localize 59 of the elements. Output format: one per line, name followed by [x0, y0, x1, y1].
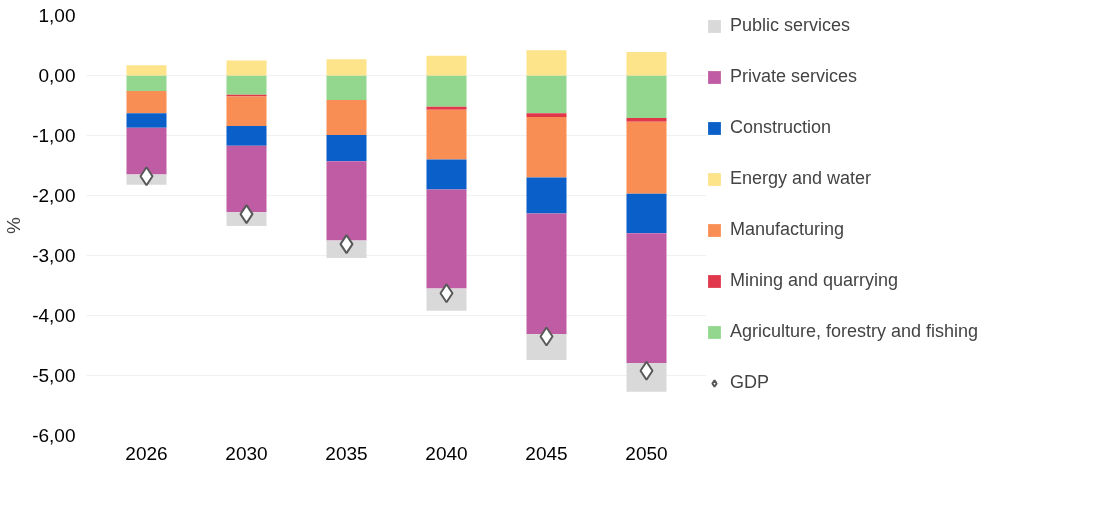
- bar: [226, 125, 267, 146]
- bar: [426, 189, 467, 289]
- x-tick-label: 2035: [325, 442, 368, 464]
- bar: [526, 116, 567, 178]
- bar: [626, 118, 667, 122]
- bar: [226, 60, 267, 76]
- bar: [526, 75, 567, 114]
- bar: [426, 55, 467, 76]
- bar: [326, 161, 367, 241]
- y-tick-label: -5,00: [32, 365, 76, 386]
- bar: [326, 59, 367, 76]
- bar: [126, 65, 167, 76]
- bar: [626, 233, 667, 363]
- bar: [626, 121, 667, 194]
- bar: [626, 75, 667, 119]
- legend-label: GDP: [730, 372, 770, 393]
- y-tick-label: -1,00: [32, 125, 76, 146]
- bar: [126, 127, 167, 175]
- bar: [326, 134, 367, 162]
- bar: [126, 91, 167, 114]
- legend-label: Manufacturing: [730, 219, 845, 240]
- x-tick-label: 2045: [525, 442, 568, 464]
- point: [339, 234, 354, 255]
- y-axis-title: %: [3, 216, 25, 234]
- legend-label: Agriculture, forestry and fishing: [730, 321, 979, 342]
- x-tick-label: 2050: [625, 442, 668, 464]
- y-tick-label: -3,00: [32, 245, 76, 266]
- bar: [426, 106, 467, 110]
- y-tick-label: -6,00: [32, 425, 76, 446]
- bar: [526, 213, 567, 335]
- bar: [326, 100, 367, 135]
- x-tick-label: 2040: [425, 442, 468, 464]
- legend-label: Private services: [730, 66, 858, 87]
- x-tick-label: 2026: [125, 442, 168, 464]
- bar: [426, 109, 467, 160]
- point: [239, 204, 254, 225]
- y-tick-label: -4,00: [32, 305, 76, 326]
- bar: [426, 75, 467, 107]
- bar: [626, 52, 667, 76]
- point: [139, 166, 154, 187]
- bar: [226, 75, 267, 95]
- bar: [526, 113, 567, 117]
- x-tick-label: 2030: [225, 442, 268, 464]
- bar: [126, 113, 167, 128]
- bar: [326, 75, 367, 101]
- bar: [626, 193, 667, 234]
- bar: [126, 75, 167, 92]
- y-tick-label: 0,00: [38, 65, 76, 86]
- bar: [526, 50, 567, 76]
- bar: [226, 145, 267, 213]
- legend-label: Public services: [730, 15, 851, 36]
- legend-label: Construction: [730, 117, 832, 138]
- bar: [426, 159, 467, 190]
- bar: [226, 96, 267, 126]
- legend-label: Energy and water: [730, 168, 872, 189]
- y-tick-label: -2,00: [32, 185, 76, 206]
- legend-label: Mining and quarrying: [730, 270, 899, 291]
- y-tick-label: 1,00: [38, 5, 76, 26]
- bar: [526, 177, 567, 214]
